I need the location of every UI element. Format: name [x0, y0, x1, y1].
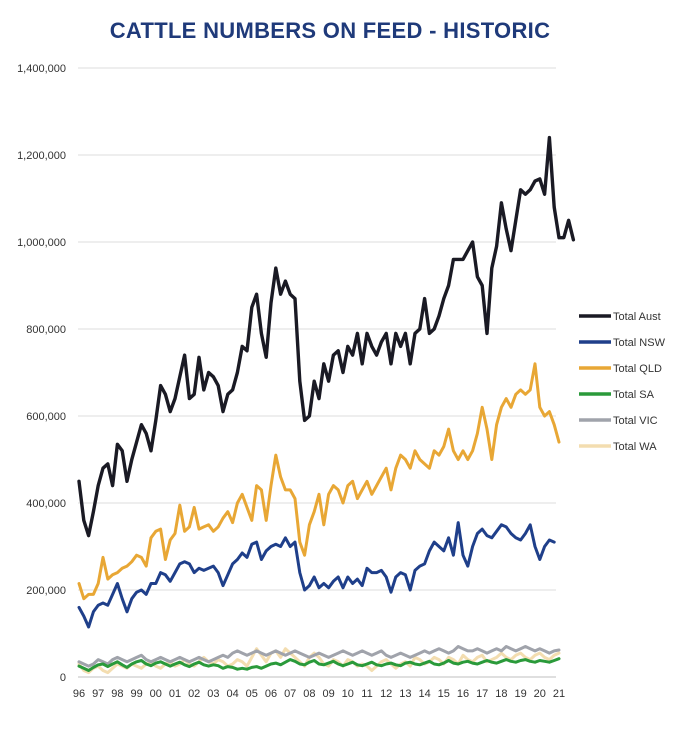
legend-label: Total VIC — [613, 415, 658, 427]
series-line-total-sa — [77, 657, 561, 672]
y-tick-label: 1,400,000 — [17, 63, 66, 75]
series-line-total-qld — [77, 362, 561, 601]
legend-label: Total QLD — [613, 363, 662, 375]
x-tick-label: 14 — [418, 688, 430, 700]
legend-item-total-wa: Total WA — [579, 441, 657, 453]
x-tick-label: 08 — [303, 688, 315, 700]
x-tick-label: 20 — [534, 688, 546, 700]
y-tick-label: 1,000,000 — [17, 237, 66, 249]
x-tick-label: 04 — [226, 688, 238, 700]
x-tick-label: 98 — [111, 688, 123, 700]
x-tick-label: 05 — [246, 688, 258, 700]
x-tick-label: 16 — [457, 688, 469, 700]
x-tick-label: 06 — [265, 688, 277, 700]
y-tick-label: 600,000 — [26, 411, 66, 423]
x-tick-label: 10 — [342, 688, 354, 700]
x-tick-label: 01 — [169, 688, 181, 700]
y-tick-label: 800,000 — [26, 324, 66, 336]
x-tick-label: 96 — [73, 688, 85, 700]
x-tick-label: 17 — [476, 688, 488, 700]
legend: Total Aust Total NSW Total QLD Total SA Tota… — [579, 311, 666, 453]
x-tick-label: 99 — [130, 688, 142, 700]
x-tick-label: 09 — [322, 688, 334, 700]
x-tick-label: 97 — [92, 688, 104, 700]
legend-label: Total NSW — [613, 337, 666, 349]
x-axis: 96 97 98 99 00 01 02 03 04 05 06 07 08 09 10 11 12 13 14 15… — [73, 688, 565, 700]
legend-item-total-qld: Total QLD — [579, 363, 662, 375]
x-tick-label: 13 — [399, 688, 411, 700]
x-tick-label: 12 — [380, 688, 392, 700]
legend-label: Total Aust — [613, 311, 661, 323]
y-tick-label: 200,000 — [26, 585, 66, 597]
legend-item-total-sa: Total SA — [579, 389, 655, 401]
chart-title: CATTLE NUMBERS ON FEED - HISTORIC — [109, 18, 551, 43]
x-tick-label: 00 — [150, 688, 162, 700]
series-lines — [77, 135, 576, 675]
legend-item-total-aust: Total Aust — [579, 311, 661, 323]
legend-label: Total SA — [613, 389, 655, 401]
legend-item-total-nsw: Total NSW — [579, 337, 666, 349]
x-tick-label: 18 — [495, 688, 507, 700]
legend-item-total-vic: Total VIC — [579, 415, 658, 427]
series-line-total-nsw — [77, 521, 556, 629]
y-tick-label: 0 — [60, 672, 66, 684]
series-line-total-wa — [77, 647, 561, 675]
x-tick-label: 15 — [438, 688, 450, 700]
legend-label: Total WA — [613, 441, 657, 453]
x-tick-label: 02 — [188, 688, 200, 700]
y-tick-label: 1,200,000 — [17, 150, 66, 162]
x-tick-label: 07 — [284, 688, 296, 700]
y-tick-label: 400,000 — [26, 498, 66, 510]
x-tick-label: 03 — [207, 688, 219, 700]
x-tick-label: 11 — [361, 688, 372, 700]
series-line-total-vic — [77, 645, 561, 668]
x-tick-label: 21 — [553, 688, 565, 700]
y-axis: 0 200,000 400,000 600,000 800,000 1,000,000 1,… — [17, 63, 66, 684]
series-line-total-aust — [77, 135, 576, 538]
x-tick-label: 19 — [514, 688, 526, 700]
